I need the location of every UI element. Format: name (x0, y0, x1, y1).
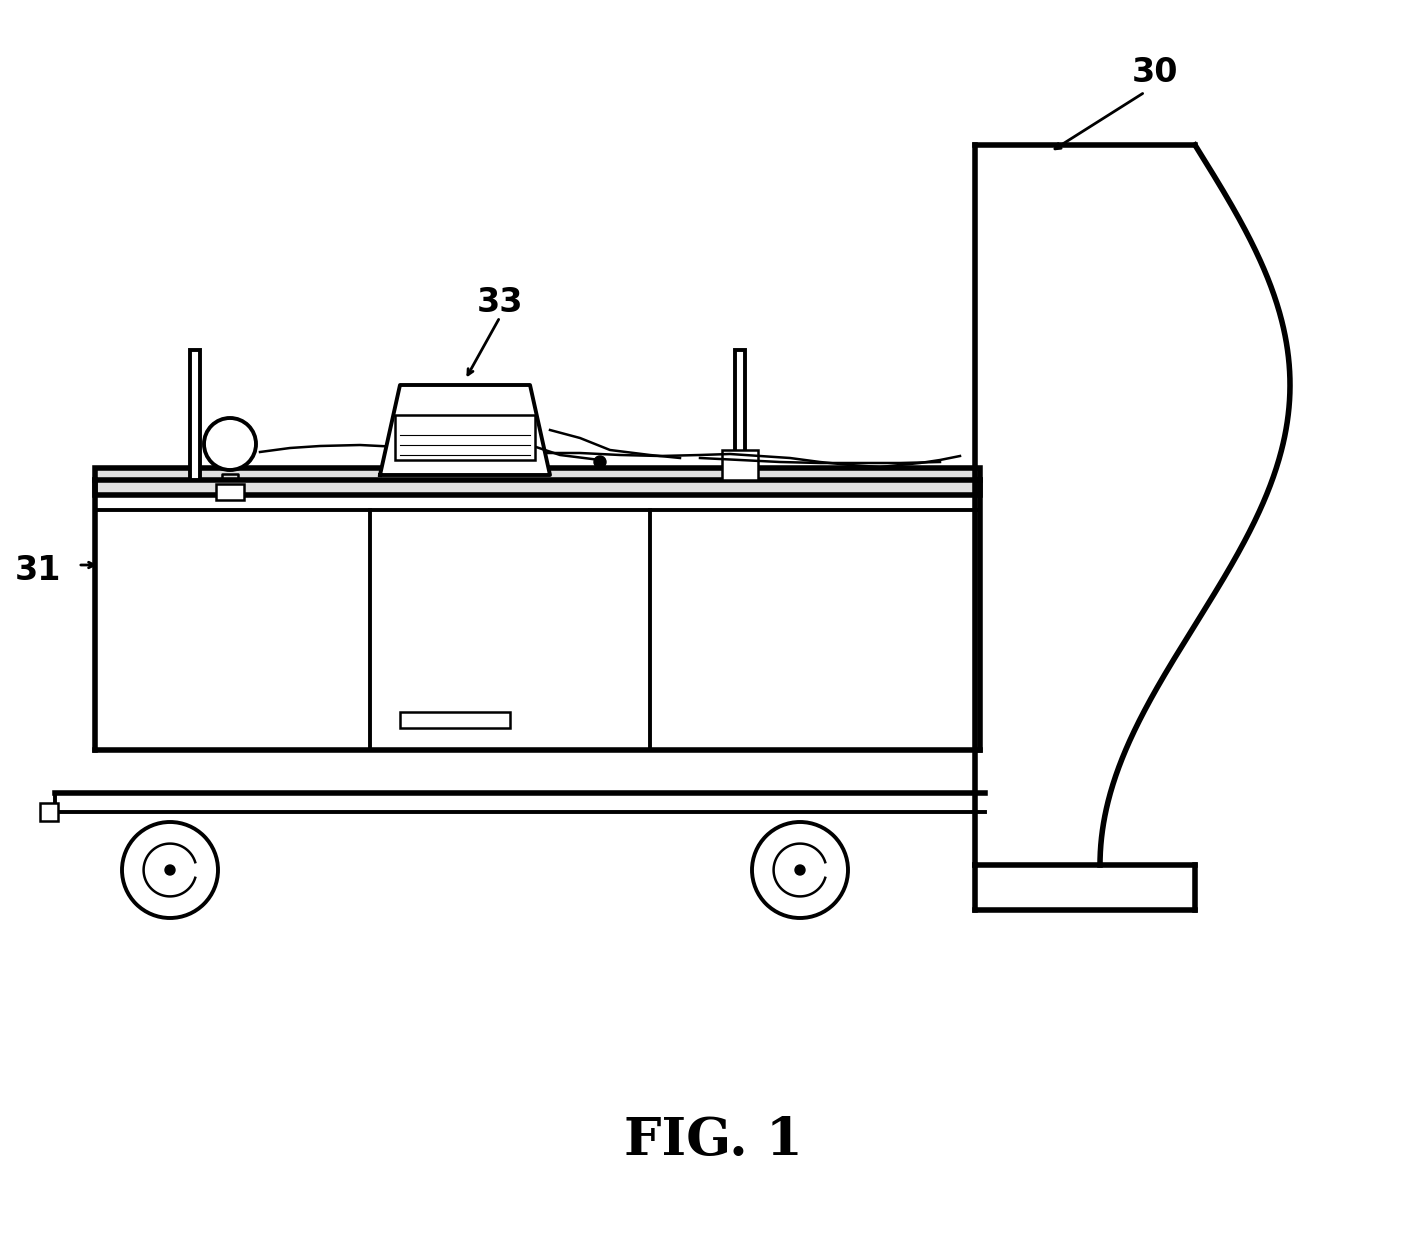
Circle shape (595, 456, 606, 468)
Polygon shape (1099, 145, 1291, 865)
Bar (975, 865, 1195, 910)
Circle shape (204, 418, 257, 470)
Circle shape (796, 865, 806, 875)
Bar (96, 468, 980, 494)
Bar (190, 350, 200, 480)
Bar (722, 450, 759, 480)
Bar (401, 712, 511, 728)
Bar (734, 350, 744, 480)
Circle shape (123, 822, 218, 918)
Circle shape (165, 865, 175, 875)
Polygon shape (379, 384, 550, 475)
Text: 31: 31 (14, 554, 61, 587)
Text: 33: 33 (476, 286, 523, 319)
Bar (40, 803, 58, 821)
Bar (395, 415, 535, 460)
Bar (215, 485, 244, 501)
Text: FIG. 1: FIG. 1 (623, 1115, 803, 1166)
Text: 30: 30 (1132, 56, 1178, 89)
Circle shape (752, 822, 848, 918)
Bar (96, 480, 980, 750)
Bar (975, 145, 1195, 865)
